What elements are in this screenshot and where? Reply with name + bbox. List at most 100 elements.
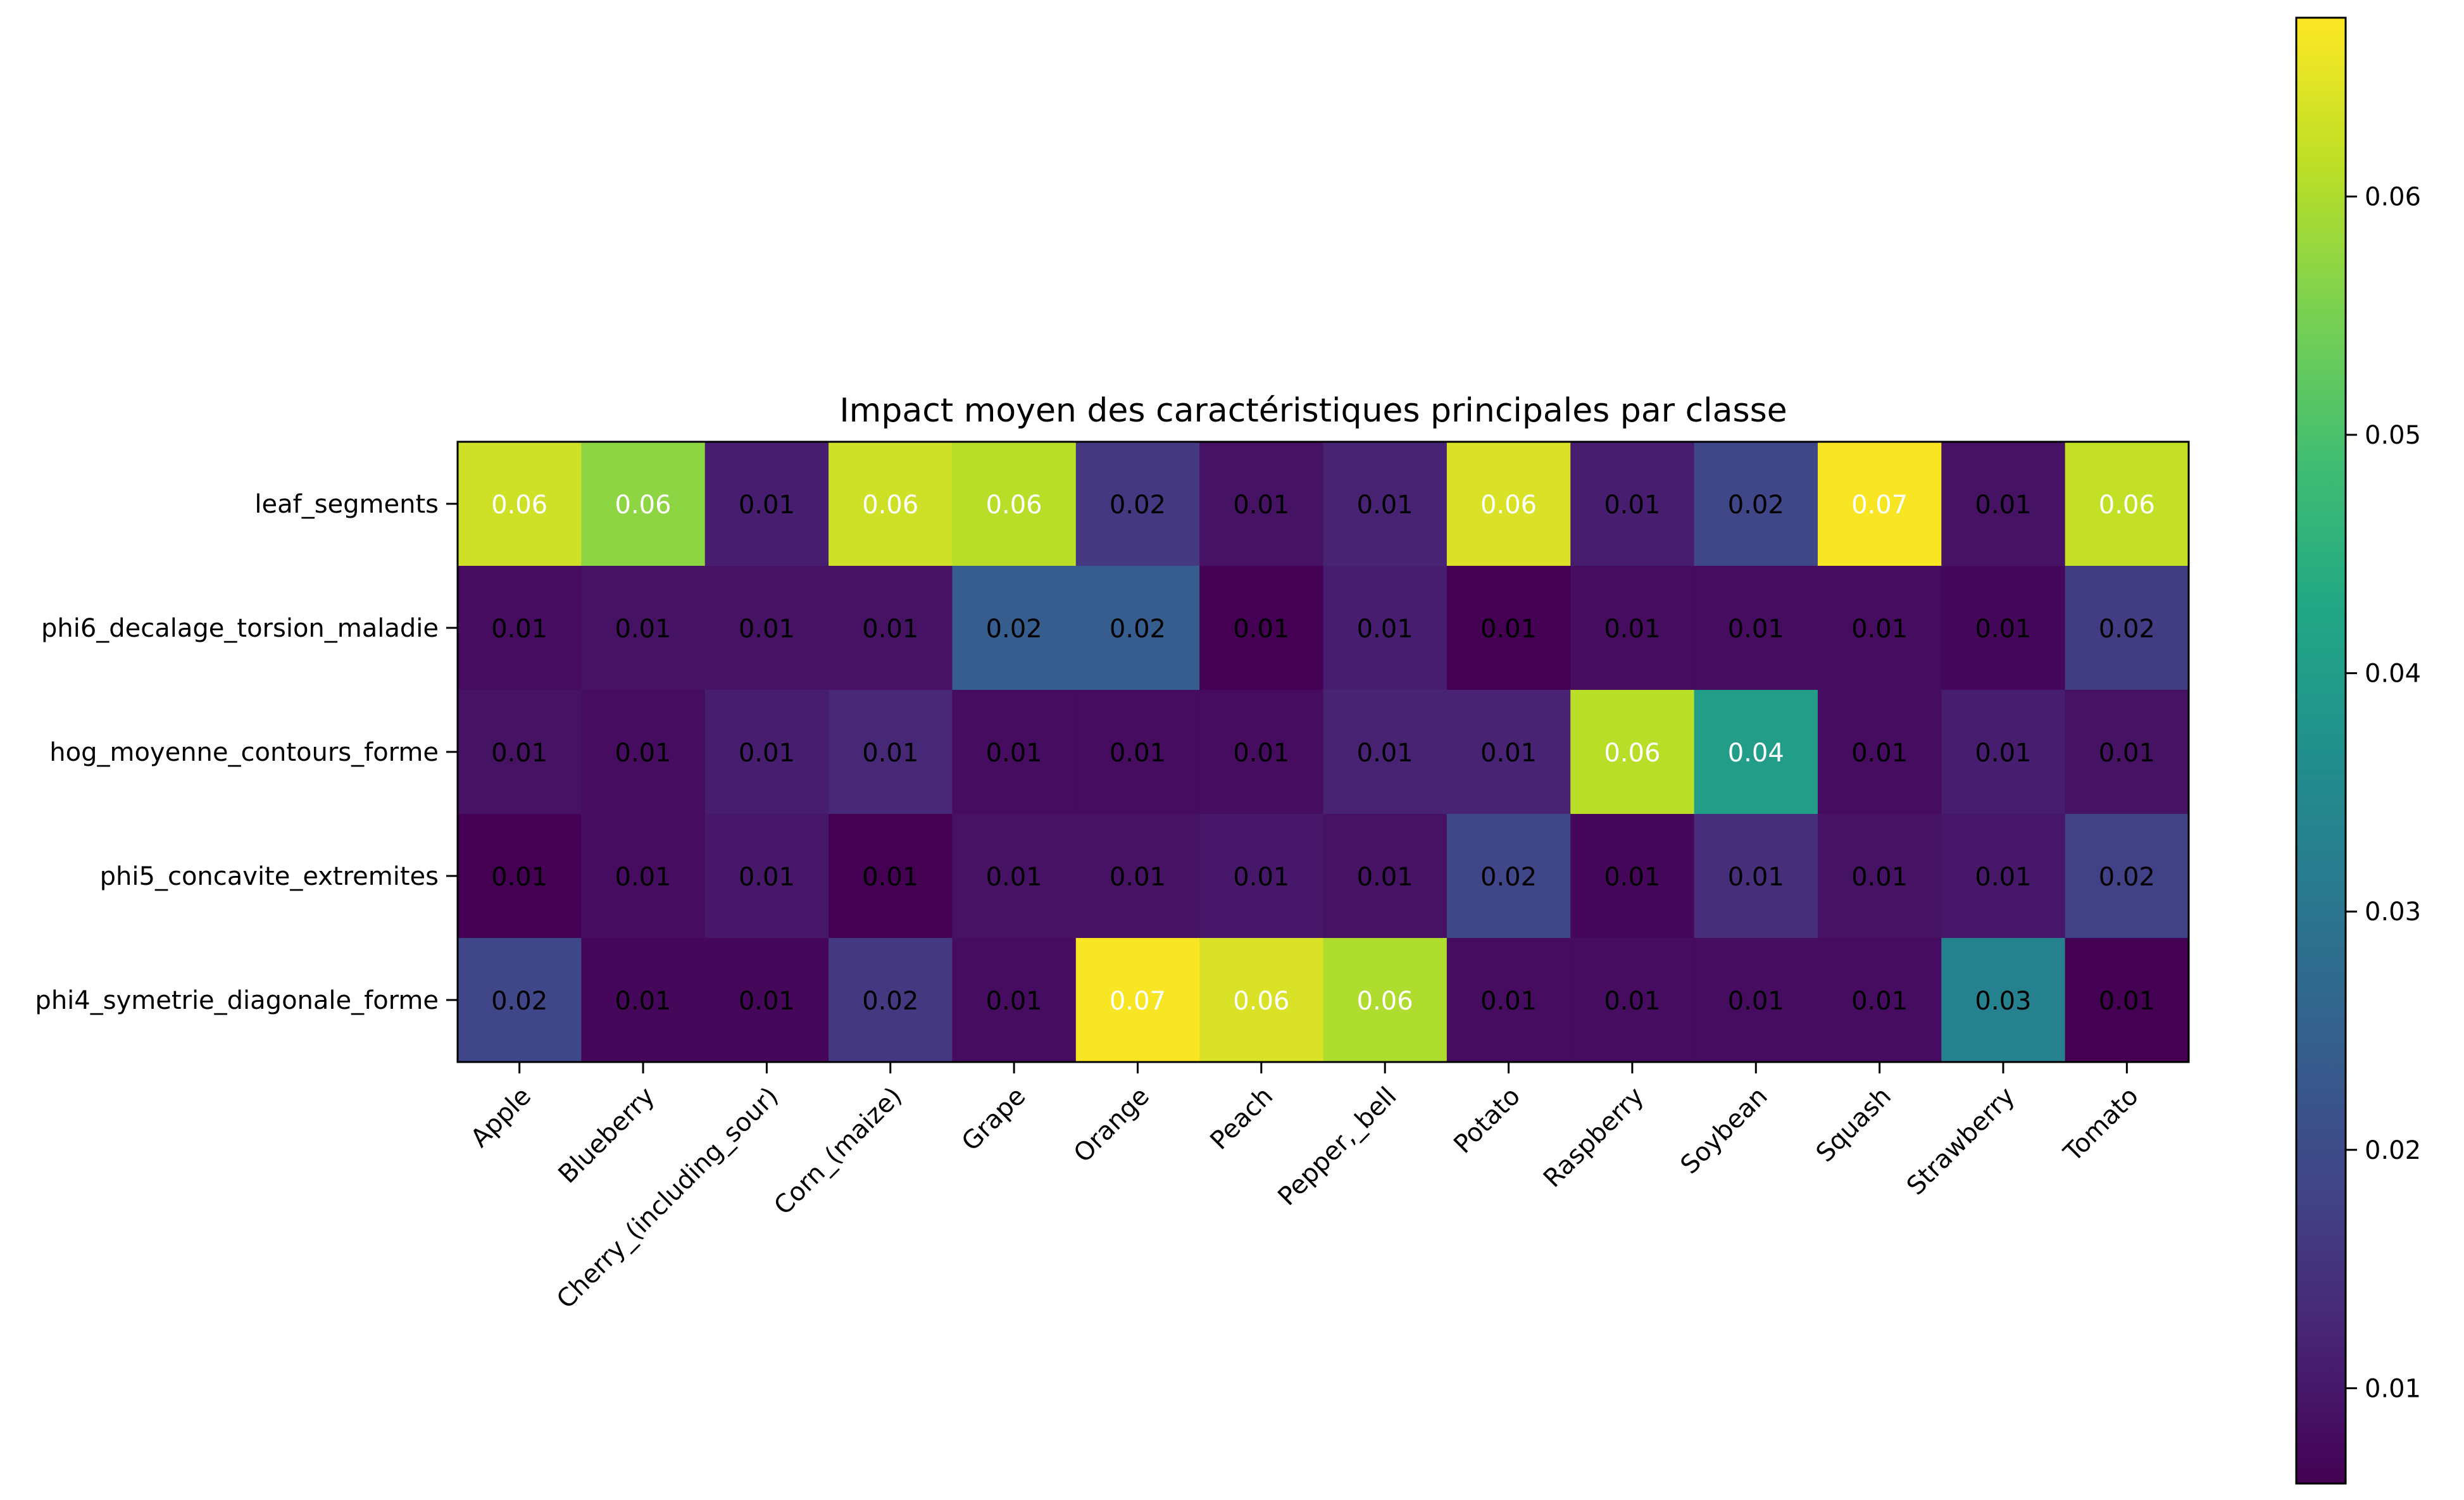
cell-value-label: 0.06	[1604, 739, 1660, 768]
x-tick-label: Soybean	[1675, 1082, 1773, 1180]
cell-value-label: 0.02	[1480, 863, 1537, 892]
cell-value-label: 0.01	[1975, 491, 2031, 520]
colorbar-gradient	[2296, 18, 2346, 1484]
x-tick-label: Apple	[465, 1082, 537, 1153]
cell-value-label: 0.02	[986, 615, 1042, 644]
cell-value-label: 0.06	[1480, 491, 1537, 520]
cell-value-label: 0.01	[1357, 863, 1413, 892]
y-tick-label: phi4_symetrie_diagonale_forme	[35, 986, 439, 1015]
cell-value-label: 0.01	[1357, 615, 1413, 644]
heatmap-cell	[1075, 566, 1200, 691]
cell-value-label: 0.01	[1604, 863, 1660, 892]
heatmap-cell	[1446, 566, 1571, 691]
cell-value-label: 0.01	[1604, 987, 1660, 1016]
heatmap-cell	[581, 566, 706, 691]
heatmap-cell	[1694, 814, 1818, 939]
colorbar-tick-label: 0.06	[2365, 182, 2421, 211]
heatmap-cell	[1694, 566, 1818, 691]
heatmap-cell	[704, 814, 829, 939]
cell-value-label: 0.01	[615, 739, 672, 768]
cell-value-label: 0.01	[491, 615, 547, 644]
y-tick-label: phi5_concavite_extremites	[100, 862, 439, 891]
heatmap-cell	[581, 690, 706, 815]
cell-value-label: 0.01	[1728, 615, 1784, 644]
x-tick-label: Strawberry	[1901, 1082, 2021, 1201]
cell-value-label: 0.01	[1110, 863, 1166, 892]
cell-value-label: 0.01	[491, 739, 547, 768]
heatmap-cell	[829, 442, 953, 566]
cell-value-label: 0.01	[739, 739, 795, 768]
cell-value-label: 0.01	[1728, 863, 1784, 892]
heatmap-cells	[458, 442, 2189, 1063]
heatmap-cell	[952, 566, 1077, 691]
cell-value-label: 0.01	[1357, 739, 1413, 768]
heatmap-cell	[1941, 442, 2066, 566]
colorbar-tick-label: 0.03	[2365, 897, 2421, 927]
heatmap-cell	[458, 938, 582, 1063]
cell-value-label: 0.01	[2099, 739, 2155, 768]
cell-value-label: 0.01	[1975, 615, 2031, 644]
cell-value-label: 0.06	[986, 491, 1042, 520]
heatmap-cell	[1323, 938, 1448, 1063]
cell-value-label: 0.01	[1233, 615, 1289, 644]
x-tick-label: Peach	[1204, 1082, 1279, 1156]
cell-value-label: 0.02	[2099, 615, 2155, 644]
heatmap-cell	[1446, 814, 1571, 939]
heatmap-cell	[1323, 814, 1448, 939]
cell-value-label: 0.01	[986, 987, 1042, 1016]
chart-title: Impact moyen des caractéristiques princi…	[839, 392, 1787, 430]
heatmap-cell	[952, 690, 1077, 815]
heatmap-cell	[1941, 566, 2066, 691]
y-tick-label: hog_moyenne_contours_forme	[49, 738, 439, 767]
heatmap-cell	[1817, 814, 1942, 939]
cell-value-label: 0.01	[1604, 615, 1660, 644]
heatmap-cell	[952, 442, 1077, 566]
cell-value-label: 0.01	[491, 863, 547, 892]
cell-value-label: 0.01	[615, 863, 672, 892]
heatmap-cell	[1694, 690, 1818, 815]
cell-value-label: 0.01	[1975, 739, 2031, 768]
cell-value-label: 0.01	[2099, 987, 2155, 1016]
cell-value-label: 0.01	[615, 615, 672, 644]
heatmap-cell	[1817, 690, 1942, 815]
cell-value-label: 0.06	[1233, 987, 1289, 1016]
heatmap-cell	[1075, 938, 1200, 1063]
heatmap-cell	[829, 814, 953, 939]
cell-value-label: 0.07	[1851, 491, 1908, 520]
x-tick-label: Corn_(maize)	[768, 1082, 908, 1221]
cell-value-label: 0.01	[862, 739, 918, 768]
x-tick-label: Cherry_(including_sour)	[551, 1082, 784, 1315]
heatmap-cell	[1941, 690, 2066, 815]
heatmap-cell	[1075, 814, 1200, 939]
x-tick-label: Grape	[956, 1082, 1032, 1157]
heatmap-cell	[1570, 938, 1695, 1063]
cell-value-label: 0.01	[986, 863, 1042, 892]
colorbar	[2295, 16, 2347, 1485]
cell-value-label: 0.01	[1480, 987, 1537, 1016]
cell-value-label: 0.01	[739, 987, 795, 1016]
cell-value-label: 0.01	[1851, 615, 1908, 644]
heatmap-cell	[458, 690, 582, 815]
cell-value-label: 0.01	[1480, 739, 1537, 768]
heatmap-cell	[1817, 442, 1942, 566]
colorbar-frame	[2295, 16, 2347, 1485]
heatmap-cell	[1323, 442, 1448, 566]
heatmap-cell	[2065, 938, 2189, 1063]
cell-value-label: 0.02	[1728, 491, 1784, 520]
heatmap-cell	[1570, 442, 1695, 566]
heatmap-cell-labels: 0.06 0.06 0.01 0.06 0.06 0.02 0.01 0.01 0.06 0.01…	[491, 491, 2155, 1016]
heatmap-cell	[458, 442, 582, 566]
cell-value-label: 0.01	[1357, 491, 1413, 520]
colorbar-ticks: 0.01 0.02 0.03 0.04 0.05 0.06	[2346, 182, 2421, 1403]
cell-value-label: 0.02	[1110, 615, 1166, 644]
heatmap-cell	[1199, 442, 1324, 566]
cell-value-label: 0.01	[1851, 739, 1908, 768]
heatmap-cell	[1199, 690, 1324, 815]
heatmap-cell	[952, 814, 1077, 939]
cell-value-label: 0.01	[739, 615, 795, 644]
cell-value-label: 0.03	[1975, 987, 2031, 1016]
heatmap-cell	[2065, 814, 2189, 939]
heatmap-cell	[1446, 442, 1571, 566]
heatmap-cell	[2065, 566, 2189, 691]
cell-value-label: 0.01	[1233, 739, 1289, 768]
